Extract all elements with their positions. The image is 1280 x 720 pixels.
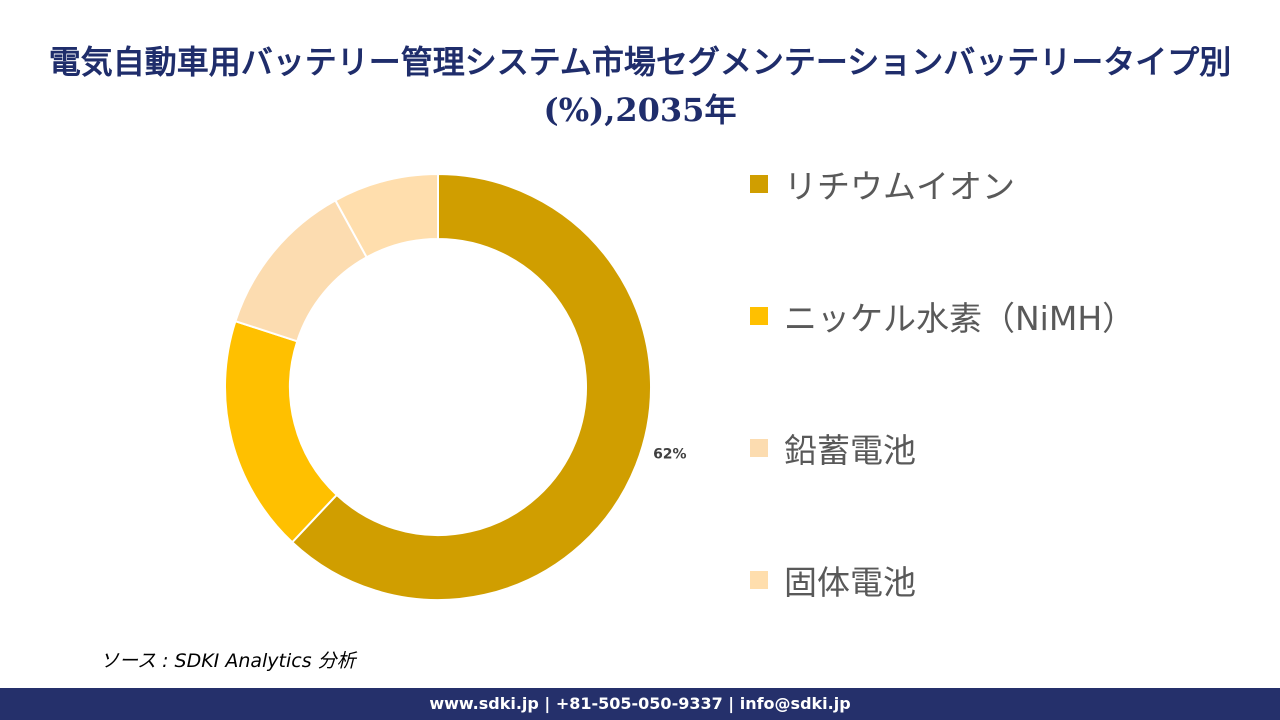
legend-item-lithium-ion: リチウムイオン bbox=[750, 160, 1015, 208]
legend-swatch bbox=[750, 439, 768, 457]
donut-slice-3 bbox=[334, 172, 439, 259]
footer-contact: www.sdki.jp | +81-505-050-9337 | info@sd… bbox=[0, 688, 1280, 720]
legend-swatch bbox=[750, 175, 768, 193]
legend-item-nimh: ニッケル水素（NiMH） bbox=[750, 292, 1135, 340]
legend-label: リチウムイオン bbox=[784, 167, 1015, 206]
source-note: ソース : SDKI Analytics 分析 bbox=[100, 650, 356, 672]
legend-item-lead-acid: 鉛蓄電池 bbox=[750, 424, 916, 472]
donut-slice-0 bbox=[290, 172, 652, 601]
data-label-0: 62% bbox=[653, 446, 687, 462]
legend-swatch bbox=[750, 571, 768, 589]
legend-item-solid-state: 固体電池 bbox=[750, 556, 916, 604]
legend-label: 鉛蓄電池 bbox=[784, 431, 916, 470]
legend-label: 固体電池 bbox=[784, 563, 916, 602]
legend-label: ニッケル水素（NiMH） bbox=[784, 299, 1136, 338]
donut-slice-1 bbox=[224, 319, 339, 544]
chart-title: 電気自動車用バッテリー管理システム市場セグメンテーションバッテリータイプ別(%)… bbox=[48, 43, 1232, 129]
legend-swatch bbox=[750, 307, 768, 325]
